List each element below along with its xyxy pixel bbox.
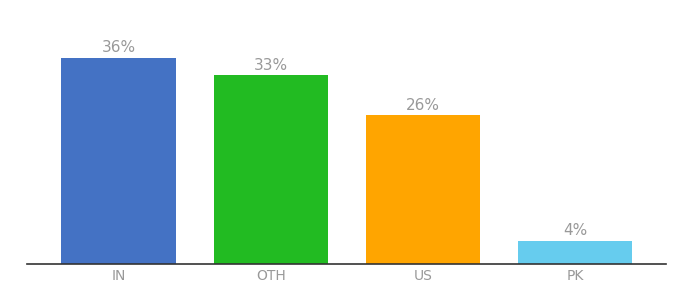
Bar <box>61 58 175 264</box>
Text: 33%: 33% <box>254 58 288 73</box>
Bar <box>366 116 480 264</box>
Text: 26%: 26% <box>406 98 440 112</box>
Bar <box>214 75 328 264</box>
Bar <box>518 241 632 264</box>
Text: 36%: 36% <box>101 40 135 56</box>
Text: 4%: 4% <box>563 223 588 238</box>
